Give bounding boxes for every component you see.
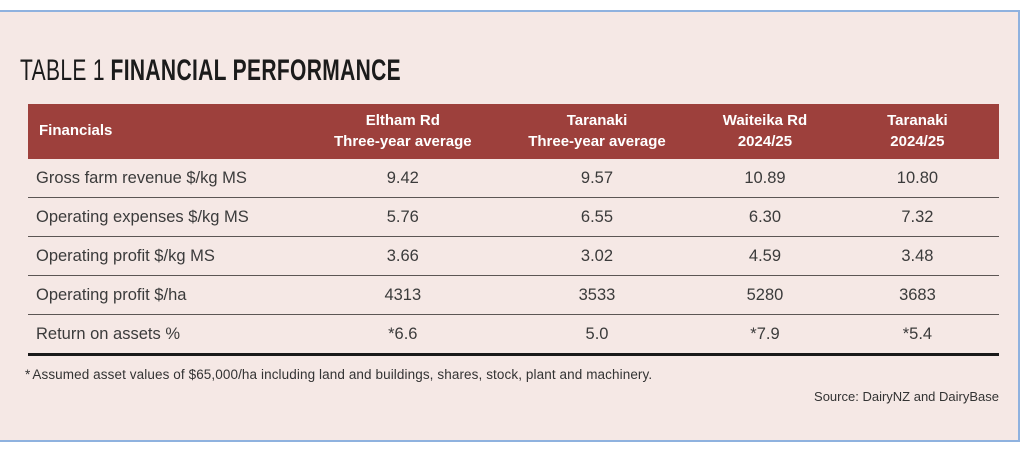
footnote-text: Assumed asset values of $65,000/ha inclu… (32, 367, 653, 382)
row-label: Operating expenses $/kg MS (28, 197, 306, 237)
row-label: Return on assets % (28, 314, 306, 356)
footnote-marker: * (25, 367, 31, 382)
table-header-row: Financials Eltham Rd Three-year average T… (28, 104, 999, 159)
row-value: 7.32 (835, 197, 999, 237)
header-cell-eltham-rd: Eltham Rd Three-year average (305, 104, 500, 159)
row-value: 3533 (499, 275, 695, 315)
header-line1: Taranaki (566, 112, 628, 130)
row-value: 4.59 (694, 236, 836, 276)
row-value: 3.02 (499, 236, 695, 276)
row-label: Operating profit $/ha (28, 275, 306, 315)
content-panel: TABLE 1 FINANCIAL PERFORMANCE Financials … (0, 10, 1020, 442)
table-title-main: FINANCIAL PERFORMANCE (110, 54, 402, 87)
row-value: 6.55 (499, 197, 695, 237)
source-credit: Source: DairyNZ and DairyBase (814, 389, 999, 404)
row-label: Operating profit $/kg MS (28, 236, 306, 276)
row-label: Gross farm revenue $/kg MS (28, 159, 306, 198)
header-line2: Three-year average (334, 132, 472, 150)
row-value: 3.66 (305, 236, 500, 276)
table-row: Operating expenses $/kg MS 5.76 6.55 6.3… (28, 197, 999, 237)
header-cell-waiteika-rd: Waiteika Rd 2024/25 (694, 104, 836, 159)
footnote: * Assumed asset values of $65,000/ha incl… (25, 367, 1018, 382)
row-value: 9.42 (305, 159, 500, 198)
row-value: 5.0 (499, 314, 695, 356)
row-value: 5280 (694, 275, 836, 315)
header-cell-taranaki-2425: Taranaki 2024/25 (835, 104, 999, 159)
table-title-prefix: TABLE 1 (20, 54, 105, 87)
row-value: 5.76 (305, 197, 500, 237)
row-value: *5.4 (835, 314, 999, 356)
row-value: 10.80 (835, 159, 999, 198)
header-line1: Taranaki (887, 112, 948, 130)
header-line2: 2024/25 (737, 132, 793, 150)
header-line2: Three-year average (528, 132, 666, 150)
table-row: Operating profit $/kg MS 3.66 3.02 4.59 … (28, 236, 999, 276)
financial-performance-table: Financials Eltham Rd Three-year average T… (28, 104, 999, 356)
header-cell-taranaki-avg: Taranaki Three-year average (499, 104, 695, 159)
header-line2: 2024/25 (890, 132, 945, 150)
row-value: 4313 (305, 275, 500, 315)
row-value: 3683 (835, 275, 999, 315)
row-value: 6.30 (694, 197, 836, 237)
row-value: *7.9 (694, 314, 836, 356)
row-value: *6.6 (305, 314, 500, 356)
table-title: TABLE 1 FINANCIAL PERFORMANCE (20, 54, 719, 88)
header-line1: Waiteika Rd (722, 112, 808, 130)
table-row: Gross farm revenue $/kg MS 9.42 9.57 10.… (28, 159, 999, 198)
row-value: 9.57 (499, 159, 695, 198)
table-row: Return on assets % *6.6 5.0 *7.9 *5.4 (28, 314, 999, 356)
header-cell-financials: Financials (28, 104, 306, 159)
row-value: 10.89 (694, 159, 836, 198)
row-value: 3.48 (835, 236, 999, 276)
header-line1: Eltham Rd (365, 112, 440, 130)
table-row: Operating profit $/ha 4313 3533 5280 368… (28, 275, 999, 315)
